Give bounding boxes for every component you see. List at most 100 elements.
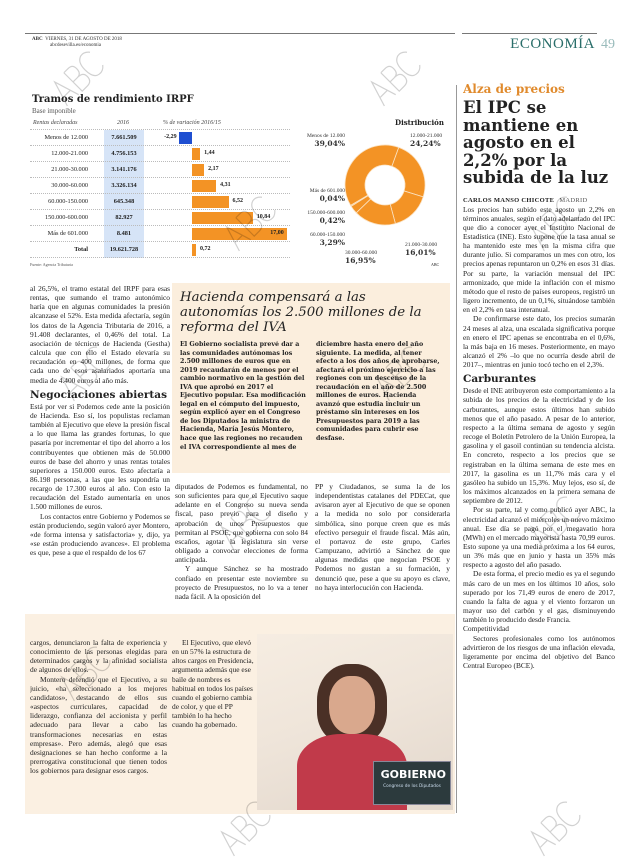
donut-label: Más de 601.000 0,04% [293,188,345,204]
left-column-text: al 26,5%, el tramo estatal del IRPF para… [30,284,170,610]
slice-name: 12.000-21.000 [410,133,443,139]
row-value: 3.326.134 [111,182,137,189]
table-row: Total 19.621.728 0,72 [30,242,290,258]
row-value: 19.621.728 [109,246,139,253]
donut-credit: ABC [431,262,440,267]
paragraph: Sectores profesionales como los autónomo… [463,633,615,670]
gobierno-sign: GOBIERNO Congreso de los Diputados [373,761,451,805]
box-text: El Gobierno socialista prevé dar a las c… [180,341,440,451]
paragraph: cargos, denunciaron la falta de experien… [30,638,167,675]
donut-slice [344,144,400,206]
url: abcdesevilla.es/economia [50,43,101,48]
row-label: Total [74,246,88,253]
variation-label: 4,31 [220,182,231,188]
row-value: 7.661.509 [111,134,137,141]
paragraph: Desde el INE atribuyeron este comportami… [463,386,615,506]
col-header-variacion: % de variación 2016/15 [163,120,221,126]
row-label: 12.000-21.000 [51,150,88,157]
section-name: ECONOMÍA [510,36,595,52]
paragraph: Y aunque Sánchez se ha mostrado confiado… [175,564,308,601]
distribution-donut [344,144,426,226]
variation-bar [192,228,288,240]
headline: El IPC se mantiene en agosto en el 2,2% … [463,98,609,187]
table-row: Menos de 12.000 7.661.509 -2,29 [30,130,290,146]
slice-name: 60.000-150.000 [310,232,345,238]
variation-label: -2,29 [164,134,177,140]
location: MADRID [559,196,588,204]
slice-name: 150.000-600.000 [307,210,345,216]
sidebar-box: Hacienda compensará a las autonomías los… [172,283,450,473]
table-row: 30.000-60.000 3.326.134 4,31 [30,178,290,194]
donut-label: 12.000-21.000 24,24% [410,133,442,149]
paragraph: diputados de Podemos es fundamental, no … [175,482,308,565]
table-row: 150.000-600.000 82.927 10,84 [30,210,290,226]
paragraph-heading: Competitividad [463,624,509,634]
variation-bar [192,212,253,224]
subheading: Carburantes [463,373,537,386]
chart-subtitle: Base imponible [32,107,76,115]
table-row: 21.000-30.000 3.141.176 2,17 [30,162,290,178]
col-header-rentas: Rentas declaradas [33,120,78,126]
sign-text: GOBIERNO [380,768,446,781]
row-label: 60.000-150.000 [48,198,88,205]
slice-percent: 3,29% [319,238,345,247]
chart-title: Tramos de rendimiento IRPF [32,94,194,105]
table-row: 60.000-150.000 645.348 6,52 [30,194,290,210]
variation-bar [192,244,197,256]
chart-source: Fuente: Agencia Tributaria [30,262,73,267]
brand: ABC [32,37,43,42]
slice-percent: 16,95% [345,256,376,265]
variation-bar [192,164,205,176]
variation-label: 0,72 [200,246,211,252]
bottom-column-1: cargos, denunciaron la falta de experien… [30,638,167,798]
slice-name: 30.000-60.000 [345,250,378,256]
variation-bar [192,196,229,208]
masthead: ABC VIERNES, 31 DE AGOSTO DE 2018 abcdes… [32,37,122,49]
donut-slice [391,146,426,198]
table-header-rule [30,129,290,130]
col-header-2016: 2016 [117,120,129,126]
donut-label: 60.000-150.000 3,29% [293,232,345,248]
byline: CARLOS MANSO CHICOTE MADRID [463,192,615,205]
mid-column-2: PP y Ciudadanos, se suma la de los indep… [315,482,450,610]
slice-name: Menos de 12.000 [306,133,345,139]
column-divider [456,85,457,813]
paragraph: El Ejecutivo, que elevó en un 57% la est… [172,638,254,730]
paragraph: PP y Ciudadanos, se suma la de los indep… [315,482,450,592]
variation-label: 6,52 [232,198,244,204]
variation-label: 1,44 [204,150,215,156]
slice-percent: 0,04% [319,194,345,203]
photo-minister: GOBIERNO Congreso de los Diputados [257,634,453,810]
slice-name: Más de 601.000 [309,188,345,194]
bottom-column-2: El Ejecutivo, que elevó en un 57% la est… [172,638,254,748]
related-story: cargos, denunciaron la falta de experien… [25,614,455,814]
sign-subtext: Congreso de los Diputados [383,784,441,789]
table-row: 12.000-21.000 4.756.153 1,44 [30,146,290,162]
top-rule-right [462,33,597,34]
paragraph: al 26,5%, el tramo estatal del IRPF para… [30,284,170,385]
variation-bar [179,132,192,144]
section-header: ECONOMÍA 49 [470,36,615,53]
donut-slice [389,190,424,225]
variation-label: 10,84 [256,214,271,220]
paragraph: De esta forma, el precio medio es ya el … [463,569,615,625]
paragraph: Está por ver si Podemos cede ante la pos… [30,401,170,512]
row-label: 21.000-30.000 [51,166,88,173]
variation-label: 17,00 [270,230,284,236]
value-column-bg [104,130,144,258]
donut-label: Menos de 12.000 39,04% [293,133,345,149]
row-value: 8.481 [116,230,132,237]
box-title: Hacienda compensará a las autonomías los… [180,290,422,335]
donut-title: Distribución [395,118,444,127]
slice-percent: 39,04% [314,139,345,148]
right-article: Alza de precios El IPC se mantiene en ag… [463,82,615,814]
author: CARLOS MANSO CHICOTE [463,196,555,204]
variation-bar [192,148,201,160]
photo-face [329,676,375,734]
row-value: 3.141.176 [111,166,137,173]
donut-label: 30.000-60.000 16,95% [345,250,377,266]
paragraph: Montero defendió que el Ejecutivo, a su … [30,674,167,776]
table-row: Más de 601.000 8.481 17,00 [30,226,290,242]
variation-bar [192,180,217,192]
paragraph: Por su parte, tal y como publicó ayer AB… [463,505,615,570]
